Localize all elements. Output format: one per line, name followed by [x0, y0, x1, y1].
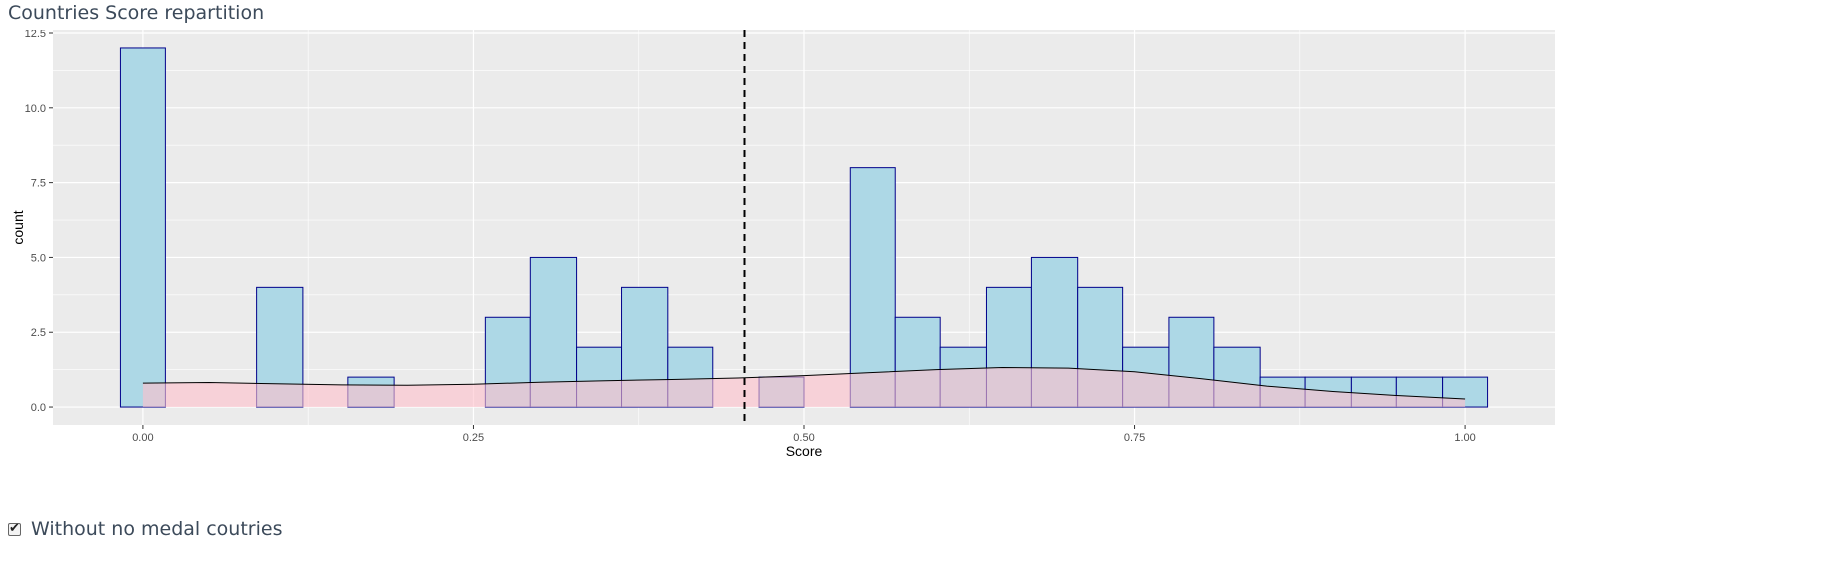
x-tick-label: 1.00: [1454, 432, 1475, 444]
y-tick-label: 10.0: [25, 103, 46, 115]
y-tick-label: 5.0: [31, 252, 46, 264]
density-curve: [142, 367, 1466, 400]
x-tick-label: 0.50: [793, 432, 814, 444]
histogram-chart: 0.0 2.5 5.0 7.5 10.0 12.5 0.00 0.25 0.50 0.75 1.00…: [10, 30, 1555, 459]
x-tick-label: 0.25: [463, 432, 484, 444]
checkmark-icon: ✔: [9, 519, 20, 535]
x-tick-label: 0.00: [132, 432, 153, 444]
y-tick-label: 12.5: [25, 30, 46, 40]
y-axis-title: count: [10, 210, 26, 244]
y-tick-label: 7.5: [31, 178, 46, 190]
histogram-bar-16: [849, 167, 896, 408]
without-no-medal-label[interactable]: Without no medal coutries: [31, 518, 283, 540]
density-area: [142, 367, 1466, 408]
y-tick-label: 0.0: [31, 402, 46, 414]
chart-layer: 0.0 2.5 5.0 7.5 10.0 12.5 0.00 0.25 0.50 0.75 1.00…: [10, 30, 1555, 459]
panel-title: Countries Score repartition: [8, 2, 265, 24]
filter-row: ✔ Without no medal coutries: [8, 518, 282, 540]
x-axis-title: Score: [786, 443, 823, 459]
x-tick-label: 0.75: [1124, 432, 1145, 444]
histogram-bar-0: [119, 47, 166, 408]
y-tick-label: 2.5: [31, 327, 46, 339]
without-no-medal-checkbox[interactable]: ✔: [8, 519, 21, 536]
